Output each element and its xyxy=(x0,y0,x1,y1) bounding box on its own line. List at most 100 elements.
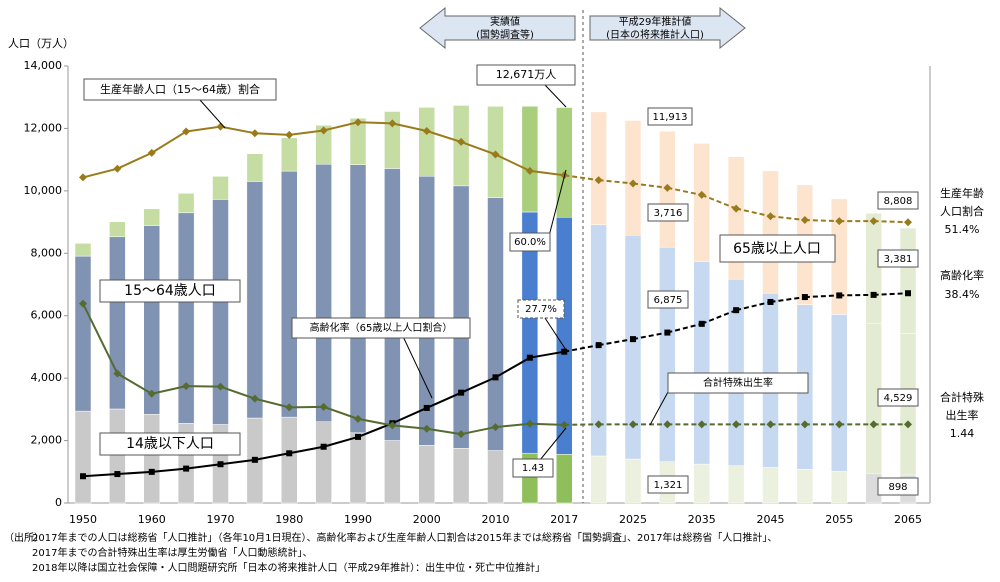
bar-segment xyxy=(693,463,710,504)
line-segment xyxy=(82,303,119,374)
line-segment xyxy=(632,182,668,189)
line-segment xyxy=(357,422,393,438)
x-tick-label: 2000 xyxy=(413,513,441,526)
line-point xyxy=(422,127,431,136)
line-point xyxy=(113,164,122,173)
line-segment xyxy=(632,331,668,341)
annotation: 27.7% xyxy=(525,304,557,315)
bar-segment xyxy=(762,467,779,504)
line-segment xyxy=(735,301,771,312)
y-tick-label: 6,000 xyxy=(31,309,63,322)
bar-segment xyxy=(865,212,882,324)
line-point xyxy=(733,307,740,314)
line-point xyxy=(561,348,568,355)
line-segment xyxy=(392,424,427,430)
line-point xyxy=(285,130,294,139)
x-tick-label: 2055 xyxy=(825,513,853,526)
line-segment xyxy=(82,473,118,478)
x-tick-label: 2045 xyxy=(757,513,785,526)
annotation: 高齢化率 xyxy=(940,268,984,282)
line-segment xyxy=(185,125,221,133)
line-point xyxy=(354,118,362,127)
bar-segment xyxy=(109,236,126,410)
line-segment xyxy=(323,435,359,448)
bar-segment xyxy=(624,120,642,236)
x-tick-label: 2065 xyxy=(894,513,922,526)
plot-layer: 0 2,000 4,000 6,000 8,000 10,000 12,000 14,000 xyxy=(24,59,68,509)
line-point xyxy=(525,166,534,175)
pointer xyxy=(547,169,567,241)
line-segment xyxy=(770,215,805,222)
line-point xyxy=(147,389,156,398)
bar-segment xyxy=(143,225,160,415)
line-segment xyxy=(391,407,428,425)
line-point xyxy=(388,119,397,128)
bar-segment xyxy=(418,107,435,177)
bar-segment xyxy=(590,455,607,504)
label-box xyxy=(99,432,241,456)
x-tick-label: 1960 xyxy=(138,513,166,526)
line-segment xyxy=(220,458,256,466)
label-box xyxy=(83,78,277,101)
annotation: 898 xyxy=(888,482,907,493)
line-segment xyxy=(185,463,221,470)
line-segment xyxy=(529,169,565,177)
bar-segment xyxy=(452,448,470,504)
line-point xyxy=(732,204,741,213)
annotation: 1,321 xyxy=(654,480,683,491)
line-point xyxy=(595,342,602,349)
label-box xyxy=(647,290,689,309)
line-point xyxy=(250,394,259,403)
annotation: 6,875 xyxy=(654,295,683,306)
bar-segment xyxy=(143,208,160,226)
annotation: 51.4% xyxy=(945,223,980,236)
line-segment xyxy=(495,356,531,379)
line-point xyxy=(79,173,87,182)
line-point xyxy=(457,137,466,146)
annotation: 3,381 xyxy=(884,254,913,265)
label-box xyxy=(719,234,836,263)
annotation: 実績値 xyxy=(490,15,520,28)
label-box xyxy=(877,249,919,268)
bar-segment xyxy=(143,414,160,504)
x-tick-label: 1980 xyxy=(275,513,303,526)
line-point xyxy=(800,216,809,225)
line-segment xyxy=(667,322,702,334)
bar-segment xyxy=(693,261,710,465)
bar-segment xyxy=(246,153,264,182)
x-tick-label: 1970 xyxy=(207,513,235,526)
line-segment xyxy=(254,397,290,409)
line-segment xyxy=(151,385,187,395)
bar-segment xyxy=(899,227,917,334)
bar-segment xyxy=(831,471,848,504)
bar-segment xyxy=(659,246,676,463)
annotation: 60.0% xyxy=(514,237,546,248)
label-box xyxy=(647,203,689,222)
line-point xyxy=(354,414,362,423)
source: （出所） xyxy=(4,531,44,544)
pointer xyxy=(199,99,226,129)
line-segment xyxy=(289,129,324,136)
line-segment xyxy=(667,186,702,196)
pointer xyxy=(649,391,669,426)
line-point xyxy=(801,294,808,301)
line-segment xyxy=(426,391,462,409)
line-point xyxy=(492,374,499,381)
x-tick-label: 1990 xyxy=(344,513,372,526)
line-segment xyxy=(117,470,152,476)
bar-segment xyxy=(281,137,298,172)
source: 2018年以降は国立社会保障・人口問題研究所「日本の将来推計人口（平成29年推計… xyxy=(32,561,545,574)
line-point xyxy=(319,402,328,411)
line-segment xyxy=(289,445,324,455)
label-box xyxy=(667,372,809,394)
label-box xyxy=(877,191,919,210)
bars: 1950 1960 1970 1980 1990 2000 2010 2017 2025 2035… xyxy=(69,105,922,526)
line-segment xyxy=(598,338,634,347)
bar-segment xyxy=(109,221,126,238)
line-point xyxy=(869,217,878,226)
line-point xyxy=(698,320,705,327)
bar-segment xyxy=(281,170,298,418)
series-label: 65歳以上人口 xyxy=(733,241,821,257)
bar-segment xyxy=(624,458,642,504)
